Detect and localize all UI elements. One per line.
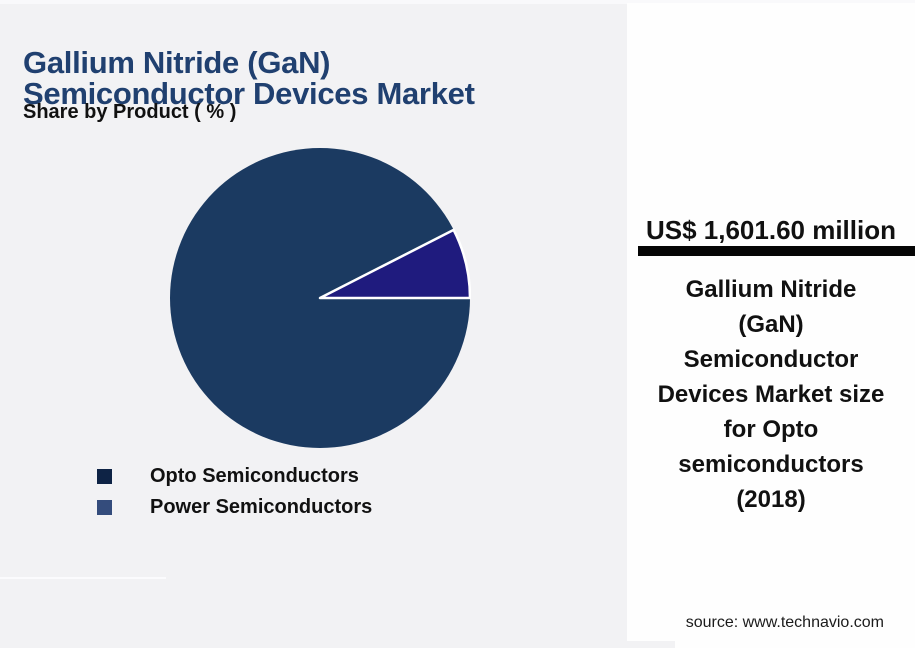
pie-slice-power [318, 228, 472, 300]
source-credit: source: www.technavio.com [685, 614, 884, 631]
pie-chart [170, 148, 472, 448]
market-description: Gallium Nitride (GaN) Semiconductor Devi… [657, 276, 885, 513]
legend-marker-power [97, 500, 112, 515]
legend-marker-opto [97, 469, 112, 484]
legend-label-opto: Opto Semiconductors [150, 465, 359, 487]
page-title: Gallium Nitride (GaN) Semiconductor Devi… [23, 44, 475, 111]
legend-item-power: Power Semiconductors [97, 492, 372, 523]
value-underline-bar [638, 246, 915, 256]
divider-line [0, 577, 166, 579]
pie-chart-area [169, 147, 472, 449]
legend-item-opto: Opto Semiconductors [97, 461, 372, 492]
legend-label-power: Power Semiconductors [150, 496, 373, 518]
top-highlight-strip [0, 0, 915, 4]
market-value: US$ 1,601.60 million [645, 215, 896, 245]
chart-legend: Opto Semiconductors Power Semiconductors [97, 461, 372, 523]
panel-corner-notch [627, 641, 675, 648]
side-panel: US$ 1,601.60 million Gallium Nitride (Ga… [627, 3, 915, 648]
chart-subtitle: Share by Product ( % ) [23, 101, 237, 123]
